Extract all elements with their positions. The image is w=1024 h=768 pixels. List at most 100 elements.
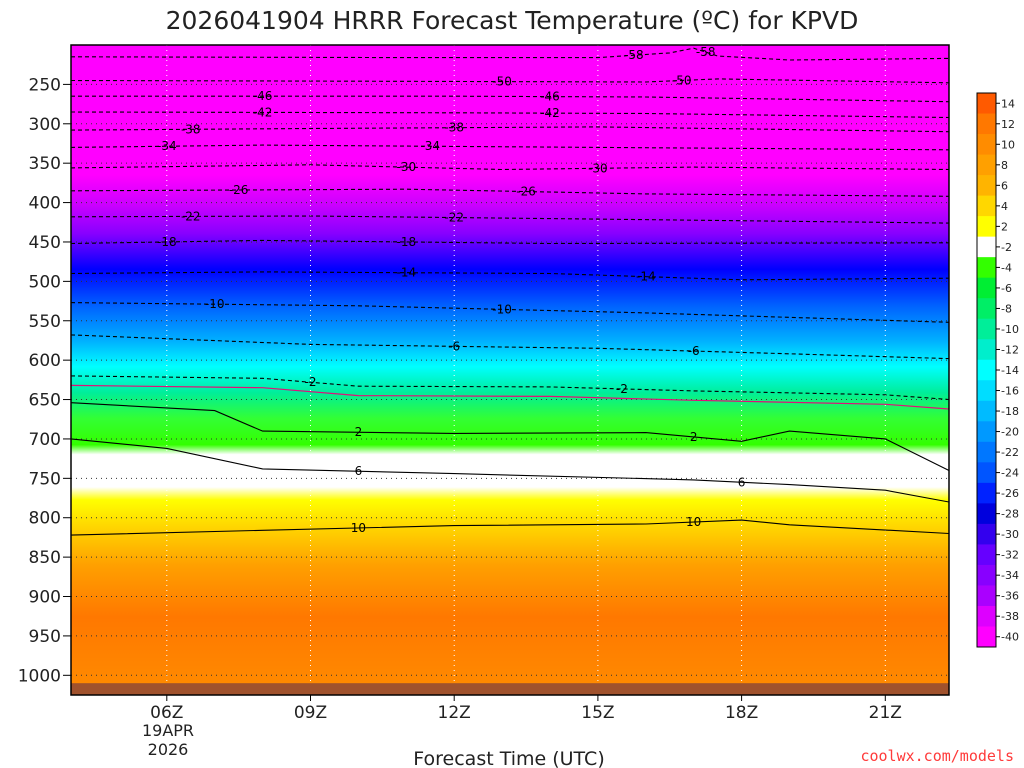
y-tick-label: 600 <box>29 351 61 371</box>
isotherm-line <box>71 215 949 224</box>
y-axis: 250 300 350 400 450 500 550 600 650 700 750 800 850 9… <box>18 75 71 686</box>
colorbar-swatch <box>977 298 996 320</box>
y-tick-label: 350 <box>29 154 61 174</box>
isotherm-line <box>71 302 949 323</box>
colorbar-swatch <box>977 400 996 422</box>
isotherm-label: -2 <box>616 382 628 396</box>
isotherm-label: -22 <box>444 211 464 225</box>
colorbar-swatch <box>977 318 996 340</box>
colorbar-label: -26 <box>1001 487 1019 500</box>
colorbar-swatch <box>977 359 996 381</box>
colorbar-label: -18 <box>1001 405 1019 418</box>
plot-area: -58 -58 -50 -50 -46 -46 -42 -42 -38 -38 -34 -34 -30 -… <box>71 45 949 695</box>
ground-fill <box>71 683 949 695</box>
colorbar-swatch <box>977 380 996 402</box>
isotherm-label: -22 <box>181 209 201 223</box>
colorbar-swatch <box>977 626 996 648</box>
colorbar-label: -4 <box>1001 261 1012 274</box>
y-tick-label: 300 <box>29 115 61 135</box>
isotherm-label: -38 <box>181 122 201 136</box>
isotherm-label: 2 <box>690 430 698 444</box>
x-axis-title: Forecast Time (UTC) <box>413 748 604 768</box>
isotherm-line <box>71 47 949 61</box>
colorbar-label: 10 <box>1001 138 1015 151</box>
isotherm-label: -58 <box>696 45 716 59</box>
isotherm-label: 2 <box>355 425 363 439</box>
colorbar-label: -8 <box>1001 302 1012 315</box>
y-tick-label: 1000 <box>18 666 61 686</box>
y-tick-label: 750 <box>29 469 61 489</box>
date-label-year: 2026 <box>148 740 189 759</box>
isotherm-label: -34 <box>157 139 177 153</box>
isotherm-line <box>71 438 949 503</box>
grid <box>71 45 949 695</box>
isotherm-label: -2 <box>305 375 317 389</box>
ground <box>71 683 949 695</box>
credit-link[interactable]: coolwx.com/models <box>860 747 1014 765</box>
colorbar-label: -22 <box>1001 446 1019 459</box>
colorbar-label: -32 <box>1001 549 1019 562</box>
isotherm-label: -14 <box>396 266 416 280</box>
colorbar-swatch <box>977 134 996 156</box>
colorbar-label: -20 <box>1001 426 1019 439</box>
isotherm-label: -26 <box>229 183 249 197</box>
colorbar-swatch <box>977 195 996 217</box>
colorbar-swatch <box>977 544 996 566</box>
colorbar-label: 14 <box>1001 97 1015 110</box>
colorbar-swatch <box>977 113 996 135</box>
y-tick-label: 650 <box>29 391 61 411</box>
x-tick-label: 12Z <box>438 703 471 723</box>
colorbar-label: 2 <box>1001 220 1008 233</box>
colorbar-swatch <box>977 503 996 525</box>
isotherm-label: -30 <box>396 160 416 174</box>
y-tick-label: 550 <box>29 312 61 332</box>
isotherm-label: -42 <box>253 105 273 119</box>
freezing-line <box>71 384 949 410</box>
chart-title: 2026041904 HRRR Forecast Temperature (ºC… <box>166 6 859 35</box>
colorbar-label: 6 <box>1001 179 1008 192</box>
colorbar-swatch <box>977 175 996 197</box>
colorbar-label: 8 <box>1001 159 1008 172</box>
temperature-field <box>71 45 949 695</box>
isotherm-label: -10 <box>492 302 512 316</box>
y-tick-label: 250 <box>29 75 61 95</box>
plot-frame <box>70 44 950 696</box>
x-tick-label: 06Z <box>150 703 183 723</box>
y-tick-label: 400 <box>29 194 61 214</box>
colorbar-swatch <box>977 523 996 545</box>
y-tick-label: 850 <box>29 548 61 568</box>
colorbar-label: -36 <box>1001 590 1019 603</box>
x-tick-label: 09Z <box>294 703 327 723</box>
isotherm-label: -58 <box>624 48 644 62</box>
colorbar-label: -28 <box>1001 508 1019 521</box>
isotherm-line <box>71 144 949 151</box>
isotherm-line <box>71 126 949 133</box>
isotherms: -58 -58 -50 -50 -46 -46 -42 -42 -38 -38 -34 -34 -30 -… <box>71 45 949 536</box>
colorbar-label: -24 <box>1001 467 1019 480</box>
colorbar-label: -34 <box>1001 569 1019 582</box>
colorbar-label: -14 <box>1001 364 1019 377</box>
isotherm-label: -46 <box>540 90 560 104</box>
colorbar-swatch <box>977 93 996 115</box>
colorbar-swatch <box>977 421 996 443</box>
colorbar-swatch <box>977 585 996 607</box>
isotherm-label: -26 <box>516 185 536 199</box>
isotherm-line <box>71 402 949 471</box>
colorbar-swatch <box>977 564 996 586</box>
colorbar-swatch <box>977 441 996 463</box>
y-tick-label: 450 <box>29 233 61 253</box>
isotherm-label: 6 <box>738 475 746 489</box>
isotherm-line <box>71 188 949 197</box>
y-tick-label: 500 <box>29 272 61 292</box>
colorbar-swatch <box>977 216 996 238</box>
isotherm-label: 10 <box>351 521 366 535</box>
x-tick-label: 15Z <box>581 703 614 723</box>
isotherm-label: -42 <box>540 106 560 120</box>
colorbar-label: -30 <box>1001 528 1019 541</box>
colorbar-swatch <box>977 236 996 258</box>
isotherm-label: -18 <box>396 235 416 249</box>
isotherm-label: -6 <box>448 339 460 353</box>
colorbar-label: 12 <box>1001 118 1015 131</box>
isotherm-label: 6 <box>355 464 363 478</box>
isotherm-line <box>71 111 949 119</box>
